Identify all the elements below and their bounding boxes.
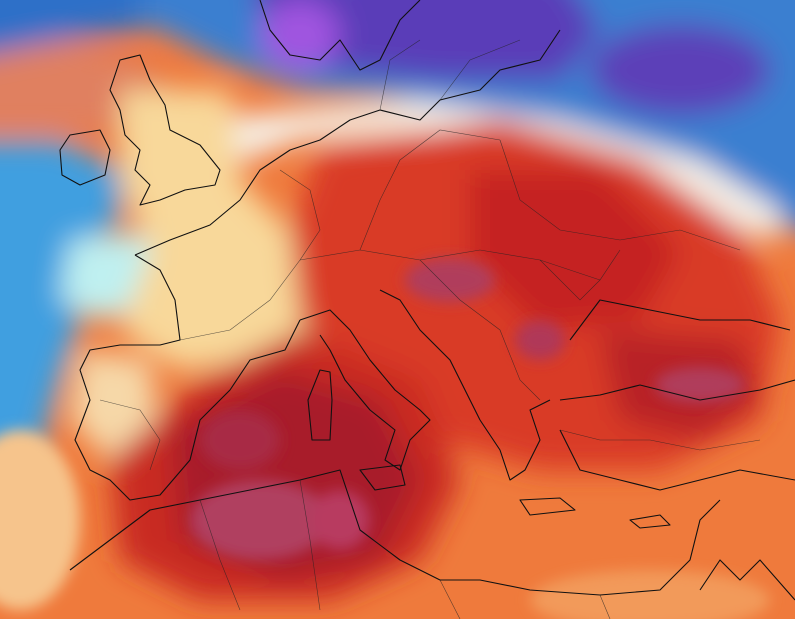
extreme-area [655, 367, 745, 403]
extreme-area [405, 258, 495, 302]
coastline [259, 0, 421, 71]
coastlines [59, 0, 795, 601]
border [99, 399, 161, 471]
coastline [69, 469, 721, 596]
very-hot-area [470, 170, 680, 330]
coastline [559, 429, 795, 491]
coastline [59, 129, 111, 186]
island [307, 369, 333, 441]
border [419, 259, 541, 401]
coastline [569, 299, 791, 341]
island [359, 464, 406, 491]
neutral-band [180, 100, 780, 240]
border [539, 249, 621, 301]
warm-area [530, 570, 770, 619]
coastline [109, 54, 221, 206]
island [629, 514, 671, 529]
border [299, 249, 601, 281]
very-cold-area [257, 0, 600, 80]
border [379, 39, 521, 111]
very-cold-area [590, 25, 770, 115]
extreme-area [200, 410, 280, 470]
extreme-area [190, 480, 330, 560]
mild-area [70, 350, 160, 460]
border [199, 479, 611, 619]
extreme-area [515, 320, 565, 360]
coastline [559, 379, 795, 401]
coastline [74, 254, 301, 501]
border [559, 429, 761, 451]
extreme-area [310, 490, 370, 550]
coastline [699, 559, 795, 601]
coastline [379, 289, 481, 421]
mild-area [0, 430, 80, 610]
coastline [299, 309, 431, 471]
coldest-area [260, 0, 340, 70]
island [519, 497, 576, 516]
coastline [134, 29, 561, 256]
coastline [479, 399, 551, 481]
border [359, 129, 501, 251]
border [499, 139, 741, 251]
borders [99, 39, 761, 619]
mild-area [120, 90, 330, 370]
cold-area [0, 0, 140, 52]
extreme-blobs [0, 258, 770, 619]
